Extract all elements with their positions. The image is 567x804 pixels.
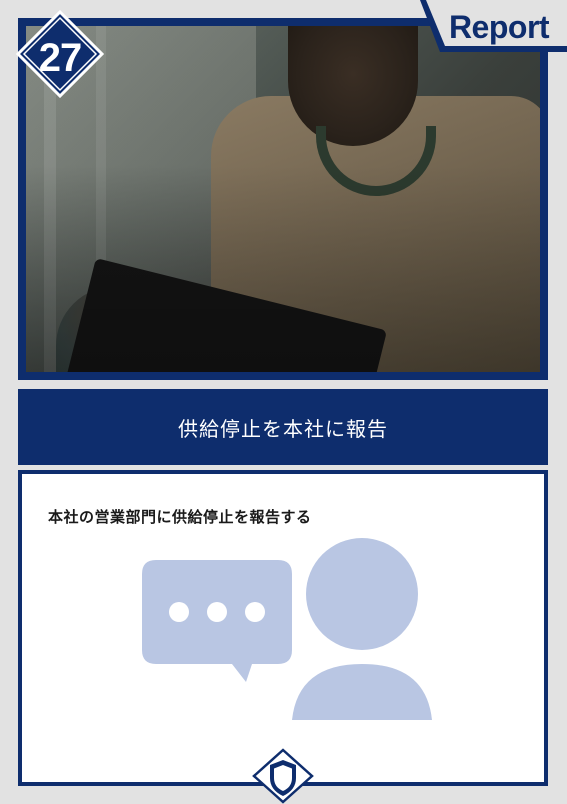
title-text: 供給停止を本社に報告 — [178, 416, 388, 441]
photo-shade — [26, 26, 540, 372]
hero-photo-frame — [18, 18, 548, 380]
person-icon — [292, 538, 432, 720]
speech-bubble-icon — [142, 560, 292, 682]
report-label: Report — [448, 9, 550, 45]
report-tab — [420, 0, 567, 52]
shield-icon — [252, 748, 314, 804]
title-bar: 供給停止を本社に報告 — [18, 389, 548, 465]
content-box: 本社の営業部門に供給停止を報告する — [18, 470, 548, 786]
badge-number: 27 — [38, 36, 83, 80]
content-heading: 本社の営業部門に供給停止を報告する — [48, 508, 312, 526]
hero-photo — [26, 26, 540, 372]
report-illustration — [142, 538, 432, 720]
number-badge — [16, 10, 104, 98]
